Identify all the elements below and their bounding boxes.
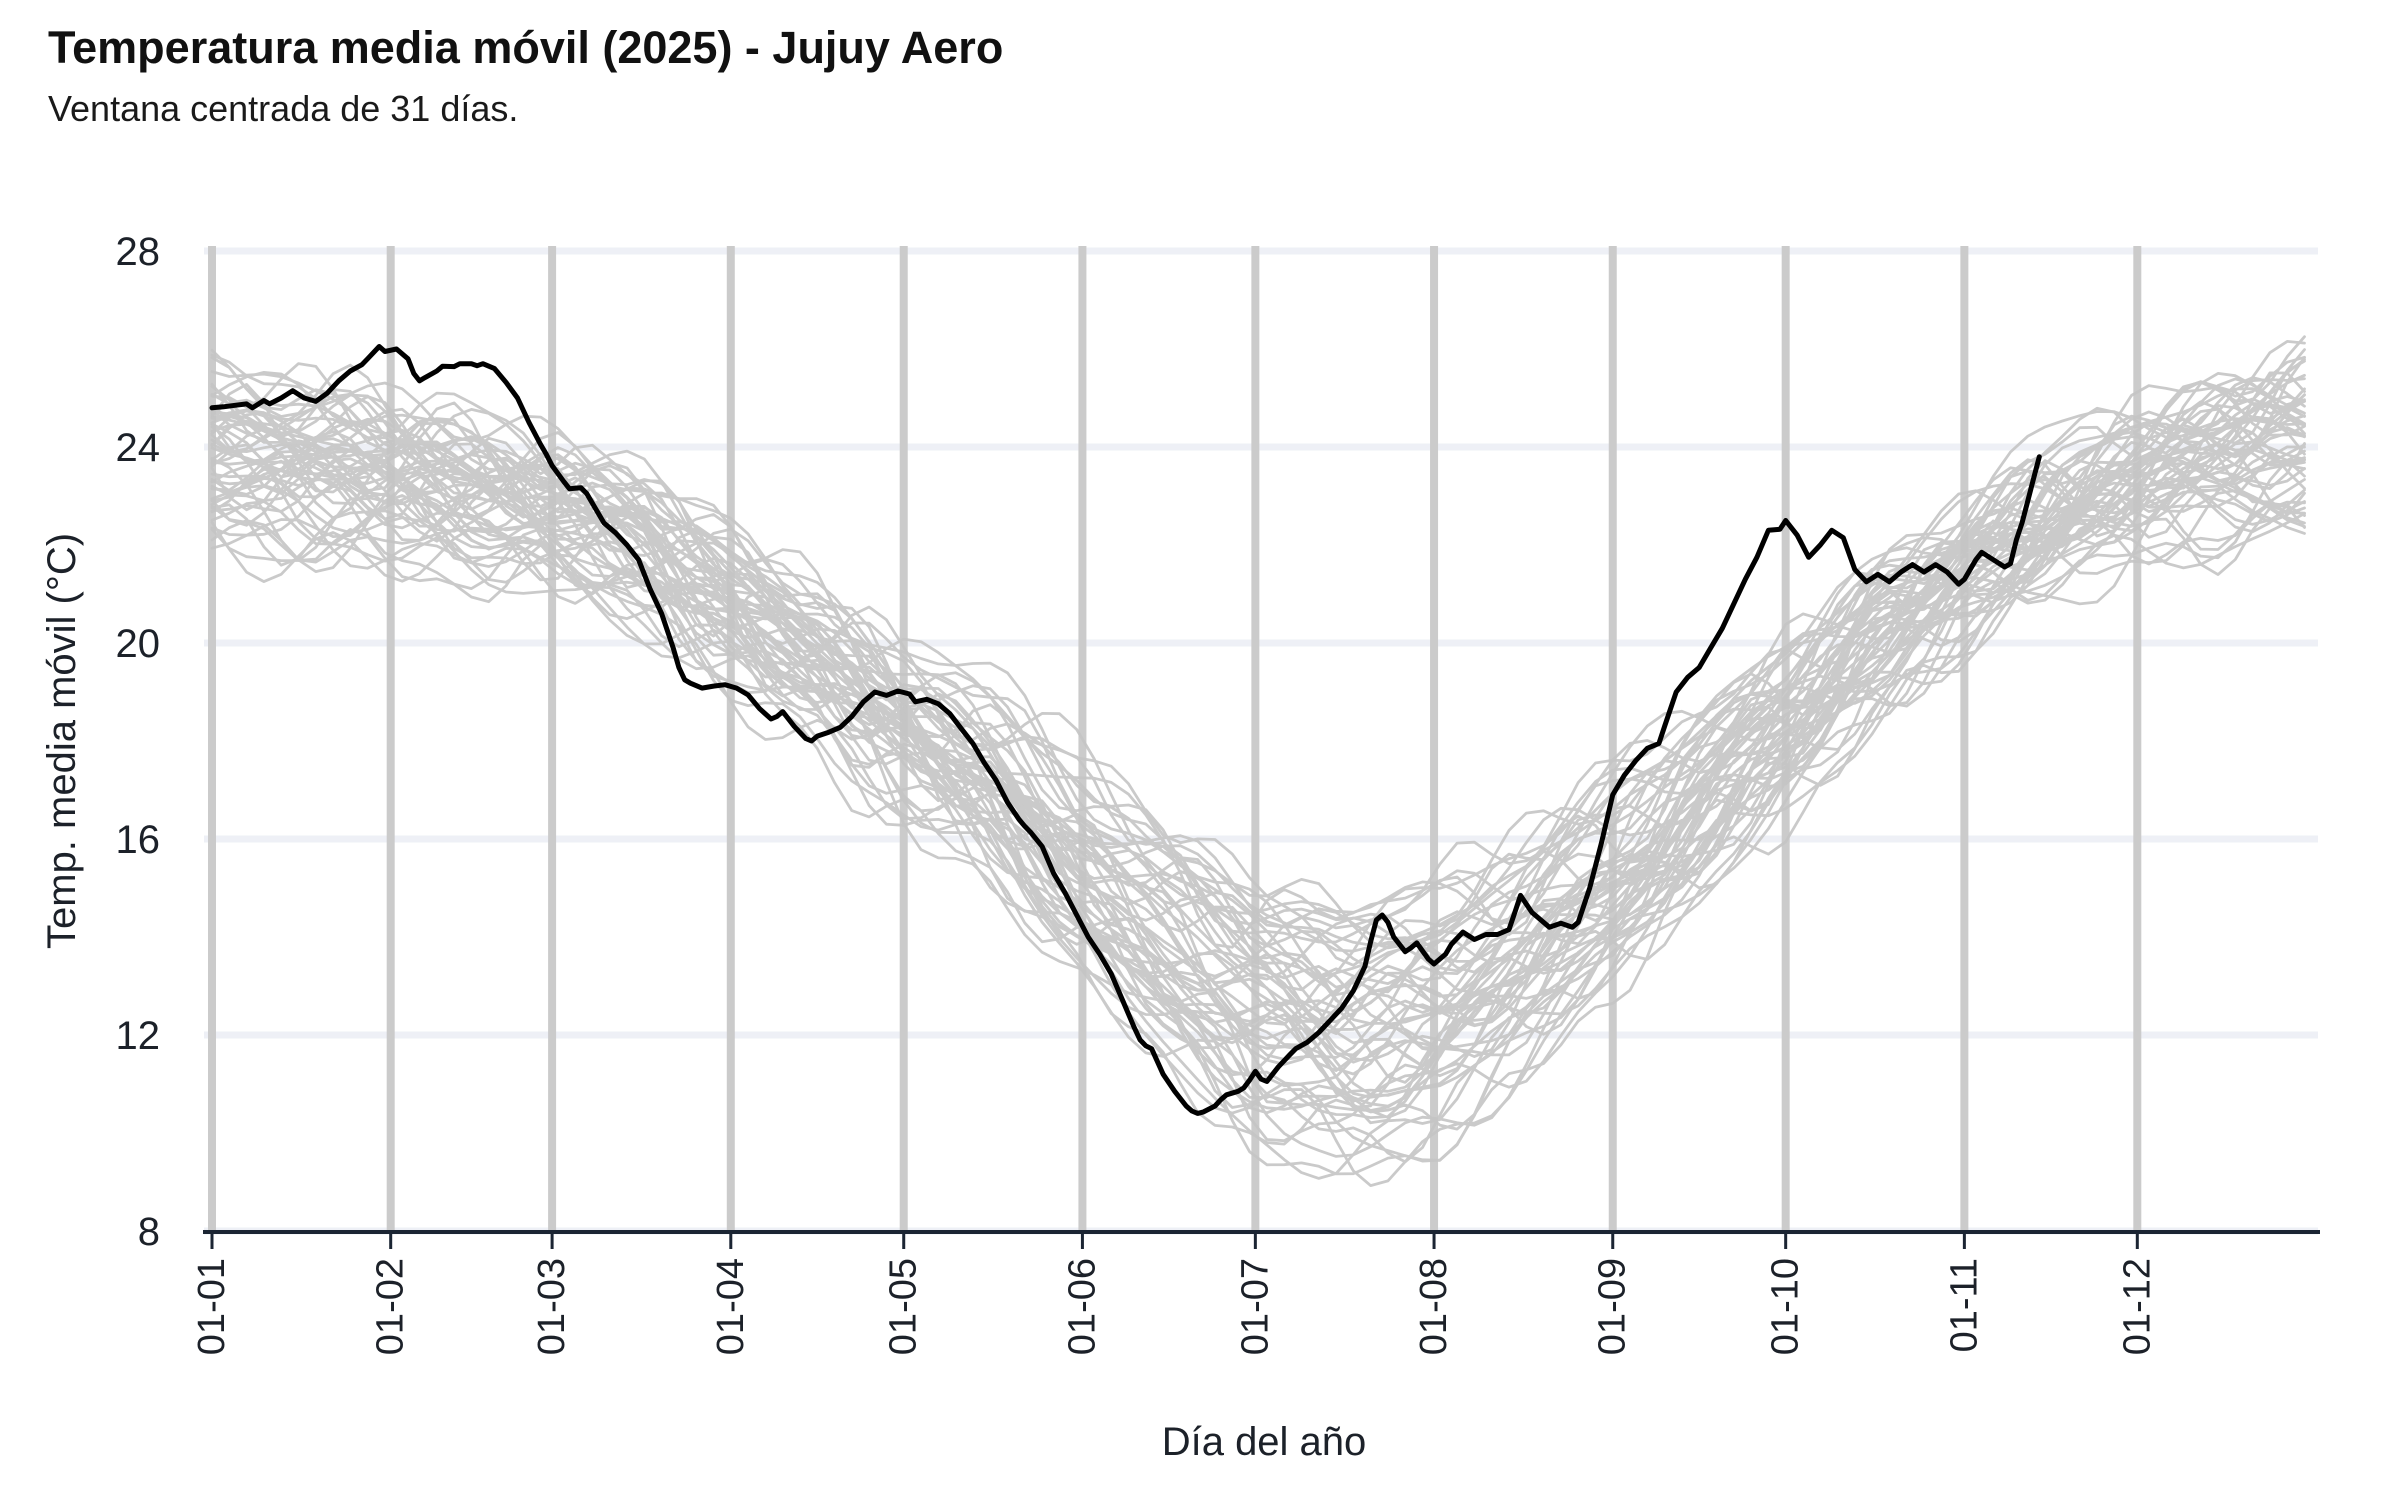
horizontal-gridline [204,835,2318,843]
x-tick-label: 01-08 [1413,1258,1455,1355]
x-axis-tick [1253,1234,1257,1249]
historical-year-line [210,362,2306,1109]
x-tick-label: 01-11 [1943,1258,1985,1352]
x-tick-label: 01-04 [710,1258,752,1355]
horizontal-gridline [204,443,2318,451]
y-tick-label: 20 [116,622,161,666]
vertical-gridline [386,246,395,1231]
y-tick-label: 12 [116,1014,161,1058]
vertical-gridline [208,246,216,1231]
historical-year-line [210,403,2306,1057]
y-tick-label: 24 [116,426,161,470]
historical-year-line [210,440,2306,1176]
x-tick-label: 01-03 [531,1258,573,1355]
chart-subtitle: Ventana centrada de 31 días. [48,87,519,129]
x-axis-line [203,1230,2320,1234]
x-axis-tick [2135,1234,2139,1249]
historical-year-line [210,424,2306,1099]
x-axis-tick [210,1234,214,1249]
horizontal-gridline [204,247,2318,255]
x-axis-title: Día del año [1162,1420,1367,1464]
historical-year-line [210,426,2306,1084]
historical-year-line [210,371,2306,1047]
vertical-gridline [1608,246,1617,1231]
historical-year-line [210,382,2306,1146]
historical-year-line [210,443,2306,1143]
x-axis-tick [902,1234,906,1249]
historical-year-line [210,357,2306,973]
x-tick-label: 01-07 [1234,1258,1276,1355]
x-tick-label: 01-06 [1061,1258,1103,1355]
x-axis-tick [729,1234,733,1249]
x-axis-tick [550,1234,554,1249]
x-tick-label: 01-10 [1765,1258,1807,1355]
x-axis-tick [1784,1234,1788,1249]
x-axis-tick [1432,1234,1436,1249]
x-axis-tick [1080,1234,1084,1249]
vertical-gridline [548,246,557,1231]
vertical-gridline [1430,246,1439,1231]
chart-title: Temperatura media móvil (2025) - Jujuy A… [48,22,1004,73]
vertical-gridline [1960,246,1969,1231]
x-tick-label: 01-09 [1592,1258,1634,1355]
historical-year-line [210,512,2306,1119]
y-axis-title: Temp. media móvil (°C) [40,533,84,949]
vertical-gridline [2133,246,2142,1231]
historical-year-line [210,376,2306,980]
historical-year-line [210,395,2306,950]
y-tick-label: 28 [116,230,161,274]
y-tick-label: 8 [138,1210,160,1254]
chart-header: Temperatura media móvil (2025) - Jujuy A… [48,22,1003,130]
x-axis-tick [1611,1234,1615,1249]
horizontal-gridline [204,639,2318,647]
horizontal-gridline [204,1031,2318,1039]
x-axis-tick [389,1234,393,1249]
x-tick-label: 01-01 [191,1258,233,1355]
x-axis-tick [1962,1234,1966,1249]
historical-year-line [210,335,2306,998]
x-tick-label: 01-05 [883,1258,925,1355]
x-tick-label: 01-02 [370,1258,412,1355]
vertical-gridline [726,246,735,1231]
vertical-gridline [1251,246,1260,1231]
x-tick-label: 01-12 [2116,1258,2158,1355]
current-year-line [209,344,2042,1116]
y-tick-label: 16 [116,818,161,862]
historical-year-line [210,476,2306,1024]
